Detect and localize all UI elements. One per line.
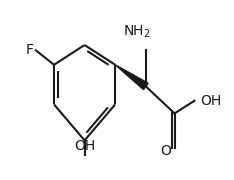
Text: O: O [160, 144, 171, 158]
Text: OH: OH [200, 94, 221, 108]
Text: OH: OH [74, 139, 95, 153]
Polygon shape [115, 65, 148, 90]
Text: NH$_2$: NH$_2$ [123, 23, 151, 40]
Text: F: F [25, 43, 33, 57]
